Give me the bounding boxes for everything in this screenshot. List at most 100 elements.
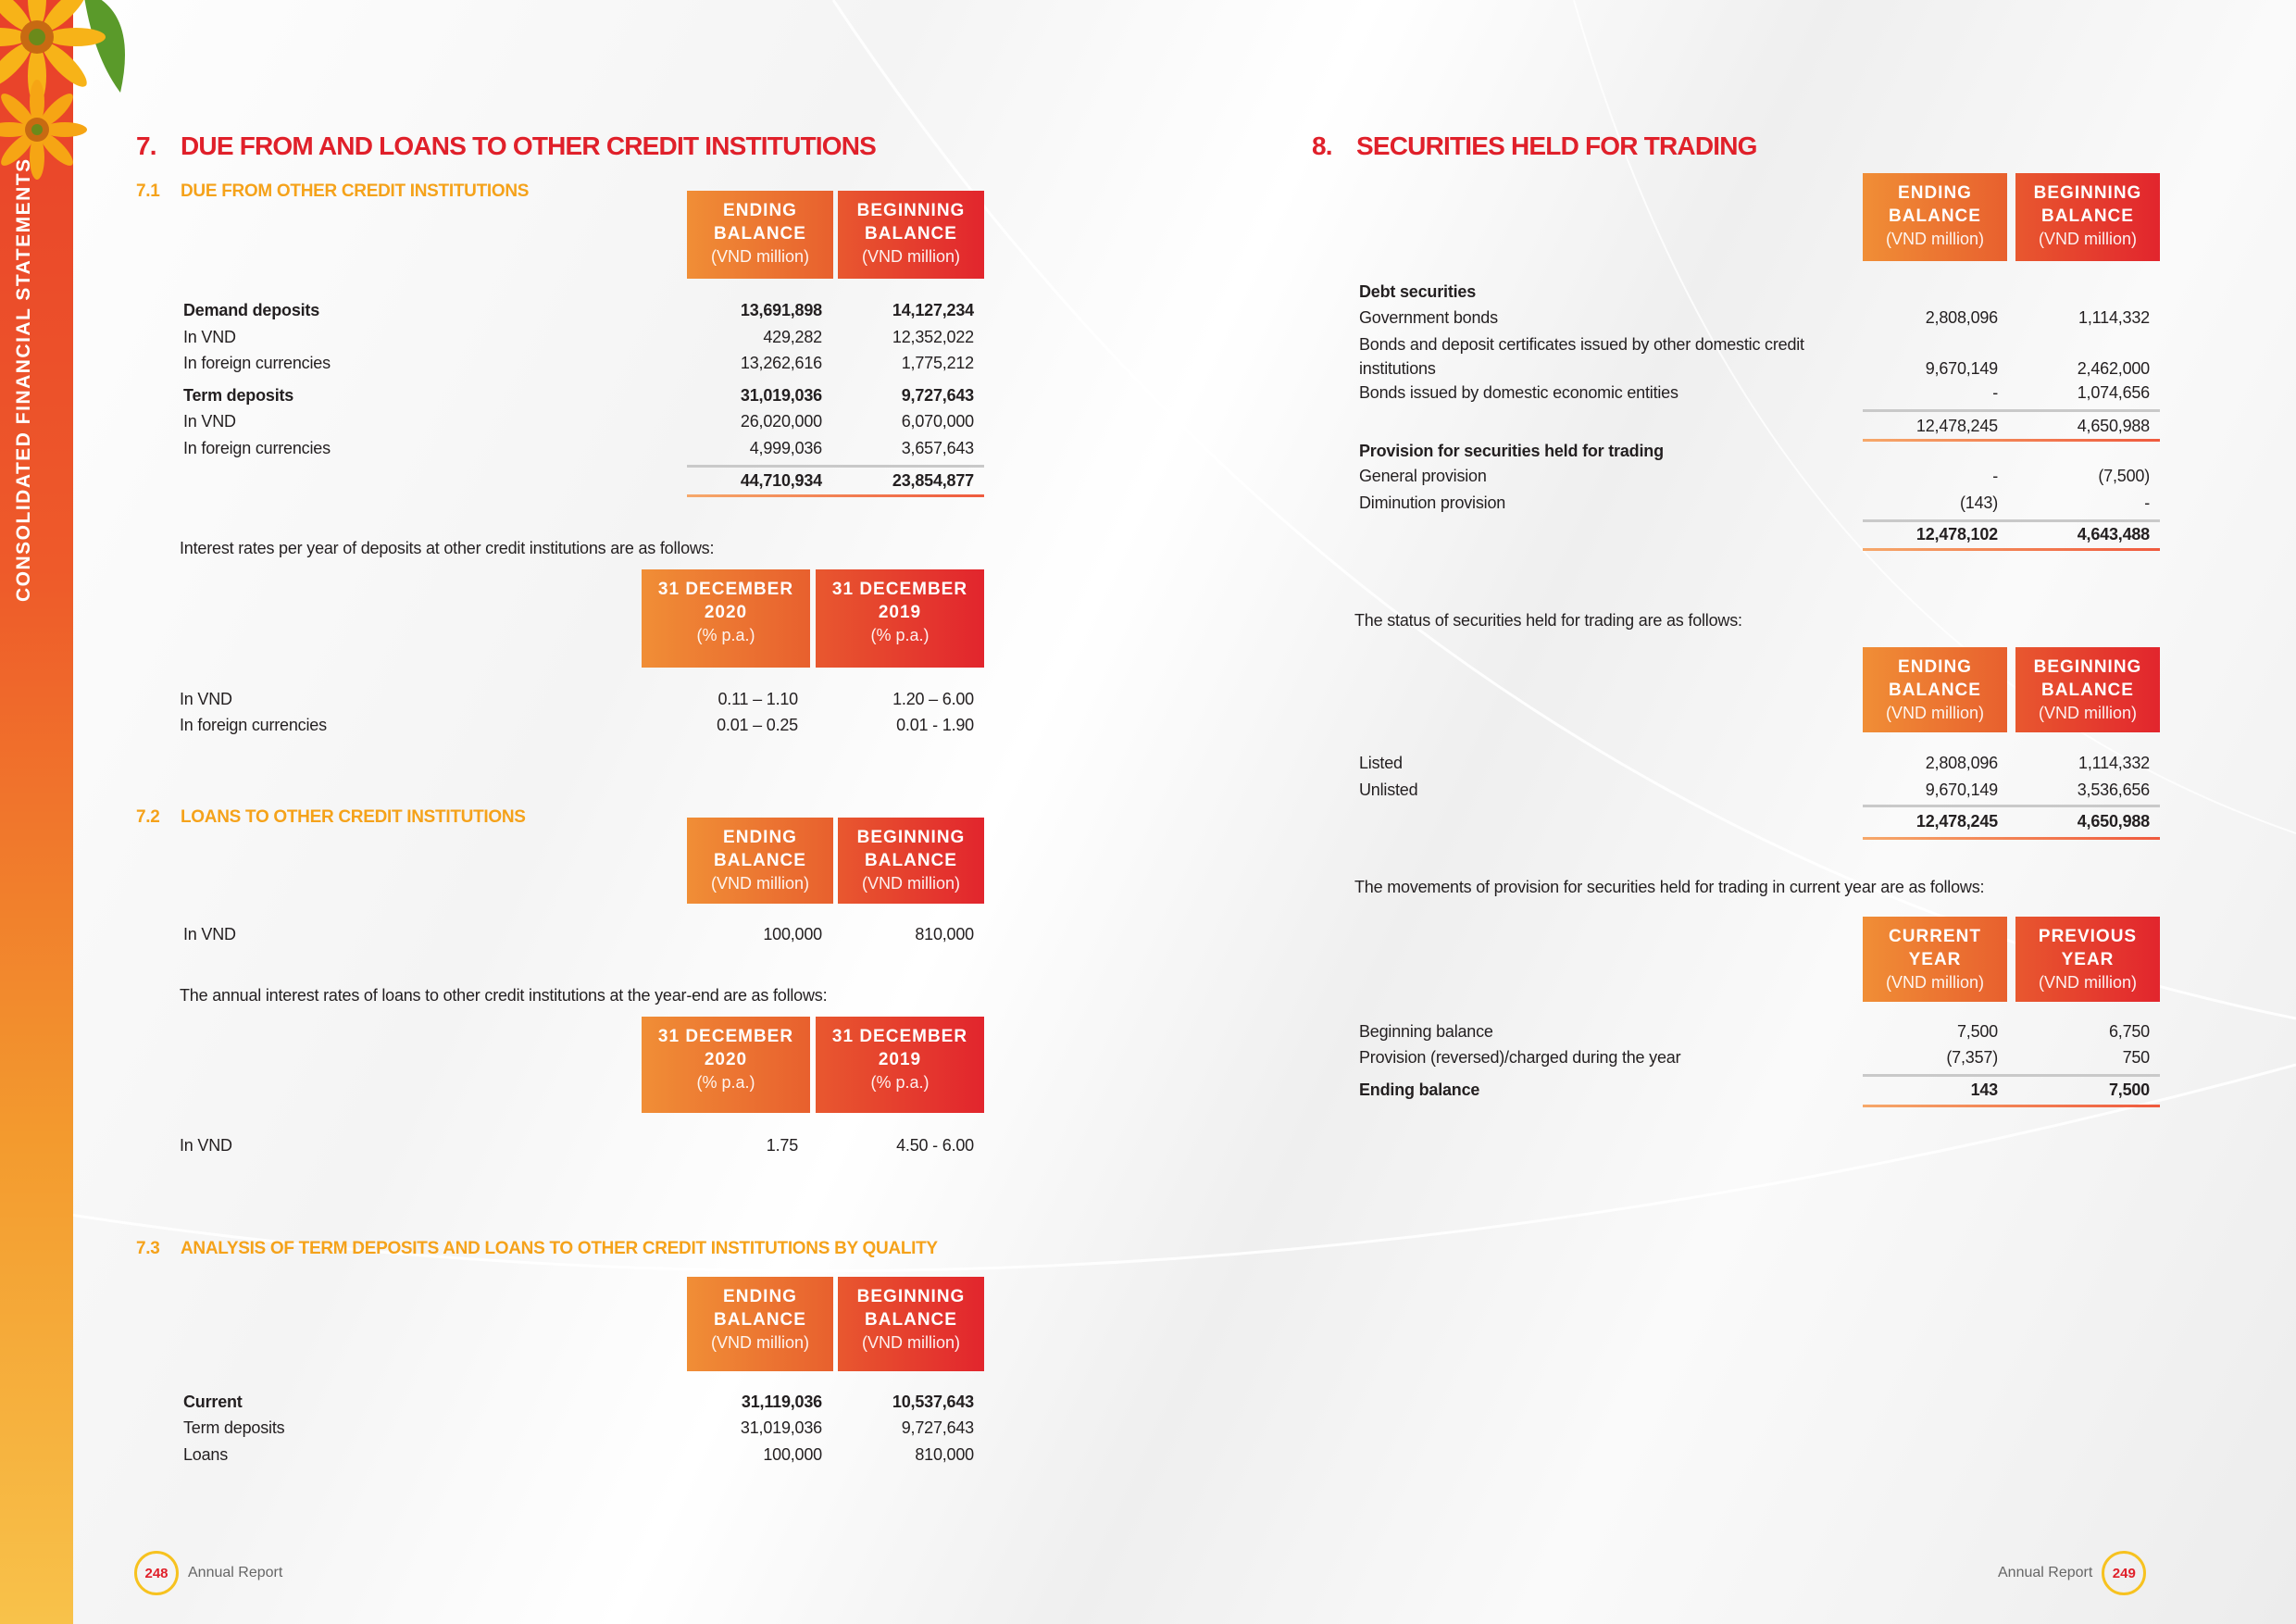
value-col-1: 26,020,000	[740, 412, 822, 431]
rates-7-1-intro: Interest rates per year of deposits at o…	[180, 539, 715, 557]
value-col-1: 9,670,149	[1925, 781, 1998, 799]
value-col-2: 4,650,988	[2077, 417, 2150, 435]
page-number: 248	[134, 1551, 179, 1595]
header-line-1: 31 DECEMBER	[831, 1027, 968, 1046]
header-line-1: BEGINNING	[2033, 657, 2142, 677]
total-underline	[1863, 439, 2160, 442]
column-header: ENDING BALANCE (VND million)	[687, 1277, 833, 1371]
header-line-1: ENDING	[723, 1287, 797, 1306]
row-label: Current	[183, 1393, 243, 1411]
section-title: DUE FROM AND LOANS TO OTHER CREDIT INSTI…	[181, 131, 877, 160]
separator-line	[1863, 409, 2160, 412]
column-header: BEGINNING BALANCE (VND million)	[2015, 173, 2160, 261]
row-label: In VND	[183, 925, 236, 943]
section-7-title: 7. DUE FROM AND LOANS TO OTHER CREDIT INS…	[136, 131, 877, 161]
header-unit: (VND million)	[2038, 704, 2137, 722]
header-line-2: 2019	[878, 1050, 922, 1069]
footer-left: 248 Annual Report	[134, 1551, 282, 1595]
header-line-2: YEAR	[2061, 950, 2115, 969]
table-row: In VND 0.11 – 1.10 1.20 – 6.00	[180, 687, 974, 711]
header-line-1: BEGINNING	[2033, 183, 2142, 203]
header-unit: (VND million)	[1885, 230, 1984, 248]
footer-right: Annual Report 249	[1998, 1551, 2147, 1595]
row-label: In VND	[180, 1136, 232, 1155]
value-col-2: 1,074,656	[2077, 383, 2150, 402]
table-row: In foreign currencies 4,999,036 3,657,643	[183, 436, 974, 460]
header-line-1: 31 DECEMBER	[657, 1027, 794, 1046]
table-row: Provision for securities held for tradin…	[1359, 439, 2150, 463]
value-col-1: 13,262,616	[740, 354, 822, 372]
value-col-1: 7,500	[1956, 1022, 1998, 1041]
rates-7-2-intro: The annual interest rates of loans to ot…	[180, 986, 828, 1005]
value-col-2: 23,854,877	[892, 471, 974, 490]
value-col-2: 14,127,234	[892, 301, 974, 319]
table-row: General provision - (7,500)	[1359, 464, 2150, 488]
value-col-2: 9,727,643	[901, 386, 974, 405]
header-unit: (% p.a.)	[696, 626, 755, 644]
header-line-2: 2020	[704, 603, 748, 622]
subsection-7-2-title: 7.2 LOANS TO OTHER CREDIT INSTITUTIONS	[136, 807, 526, 828]
footer-label: Annual Report	[188, 1565, 283, 1580]
value-col-1: 12,478,102	[1915, 525, 1998, 543]
subsection-number: 7.1	[136, 181, 160, 201]
separator-line	[1863, 805, 2160, 807]
value-col-1: (7,357)	[1946, 1048, 1998, 1067]
row-label: In foreign currencies	[183, 439, 331, 457]
value-col-1: 31,119,036	[741, 1393, 822, 1411]
row-label: In VND	[183, 328, 236, 346]
value-col-2: 7,500	[2108, 1081, 2150, 1099]
total-row: 12,478,102 4,643,488	[1359, 522, 2150, 546]
total-row: 12,478,245 4,650,988	[1359, 414, 2150, 438]
section-number: 8.	[1312, 131, 1333, 160]
subsection-title: ANALYSIS OF TERM DEPOSITS AND LOANS TO O…	[181, 1239, 938, 1258]
value-col-1: -	[1992, 467, 1998, 485]
header-unit: (VND million)	[861, 874, 960, 893]
value-col-1: 100,000	[763, 1445, 822, 1464]
status-intro: The status of securities held for tradin…	[1354, 611, 1742, 630]
value-col-2: (7,500)	[2098, 467, 2150, 485]
header-line-1: BEGINNING	[856, 201, 966, 220]
value-col-1: 429,282	[763, 328, 822, 346]
table-row: In VND 100,000 810,000	[183, 922, 974, 946]
value-col-1: 31,019,036	[740, 1418, 822, 1437]
value-col-2: 3,657,643	[901, 439, 974, 457]
row-label: Debt securities	[1359, 282, 1477, 301]
value-col-2: 4.50 - 6.00	[896, 1136, 974, 1155]
header-line-2: BALANCE	[1889, 206, 1981, 226]
value-col-2: 6,070,000	[901, 412, 974, 431]
header-line-2: 2020	[704, 1050, 748, 1069]
row-label: In VND	[180, 690, 232, 708]
header-unit: (VND million)	[861, 247, 960, 266]
header-unit: (VND million)	[1885, 704, 1984, 722]
column-header: BEGINNING BALANCE (VND million)	[838, 191, 984, 279]
row-label: Demand deposits	[183, 301, 320, 319]
side-band-label: CONSOLIDATED FINANCIAL STATEMENTS	[13, 157, 34, 602]
value-col-2: 810,000	[915, 925, 974, 943]
value-col-2: 1,114,332	[2078, 754, 2150, 772]
table-row: In VND 1.75 4.50 - 6.00	[180, 1133, 974, 1157]
value-col-2: 9,727,643	[901, 1418, 974, 1437]
row-label: Provision for securities held for tradin…	[1359, 442, 1664, 460]
value-col-1: 44,710,934	[740, 471, 822, 490]
header-line-1: PREVIOUS	[2038, 927, 2138, 946]
row-label: Unlisted	[1359, 781, 1418, 799]
sunflower-decoration-icon	[0, 0, 125, 180]
value-col-2: 0.01 - 1.90	[896, 716, 974, 734]
column-header: ENDING BALANCE (VND million)	[1863, 647, 2007, 732]
header-line-2: BALANCE	[865, 224, 957, 244]
header-line-1: ENDING	[1898, 183, 1972, 203]
value-col-1: 2,808,096	[1925, 754, 1998, 772]
value-col-2: 4,643,488	[2077, 525, 2150, 543]
row-label: Bonds and deposit certificates issued by…	[1359, 335, 1804, 378]
row-label: Term deposits	[183, 1418, 285, 1437]
separator-line	[1863, 519, 2160, 522]
table-row: Diminution provision (143) -	[1359, 491, 2150, 515]
value-col-1: 12,478,245	[1915, 812, 1998, 831]
table-row: Ending balance 143 7,500	[1359, 1078, 2150, 1102]
row-label: In foreign currencies	[180, 716, 327, 734]
header-line-2: YEAR	[1908, 950, 1962, 969]
row-label: Ending balance	[1359, 1081, 1480, 1099]
value-col-1: -	[1992, 383, 1998, 402]
value-col-2: 10,537,643	[892, 1393, 974, 1411]
header-line-1: ENDING	[723, 201, 797, 220]
